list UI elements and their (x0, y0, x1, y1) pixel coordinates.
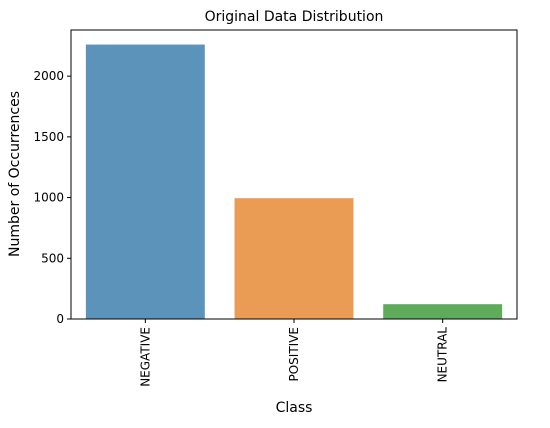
x-axis: NEGATIVE POSITIVE NEUTRAL (138, 319, 450, 387)
x-tick-label-negative: NEGATIVE (138, 327, 152, 387)
y-tick-label-1500: 1500 (33, 130, 64, 144)
y-axis-label: Number of Occurrences (7, 91, 23, 257)
bar-negative (85, 44, 205, 319)
y-tick-label-1000: 1000 (33, 191, 64, 205)
y-tick-label-0: 0 (56, 312, 64, 326)
x-axis-label: Class (276, 400, 313, 416)
x-tick-label-neutral: NEUTRAL (436, 327, 450, 383)
chart-title: Original Data Distribution (205, 9, 384, 25)
bars-group (85, 44, 503, 319)
bar-neutral (383, 304, 503, 319)
y-tick-label-500: 500 (41, 251, 64, 265)
y-tick-label-2000: 2000 (33, 69, 64, 83)
y-axis: 0 500 1000 1500 2000 (33, 69, 71, 326)
x-tick-label-positive: POSITIVE (287, 327, 301, 382)
bar-positive (234, 198, 354, 319)
